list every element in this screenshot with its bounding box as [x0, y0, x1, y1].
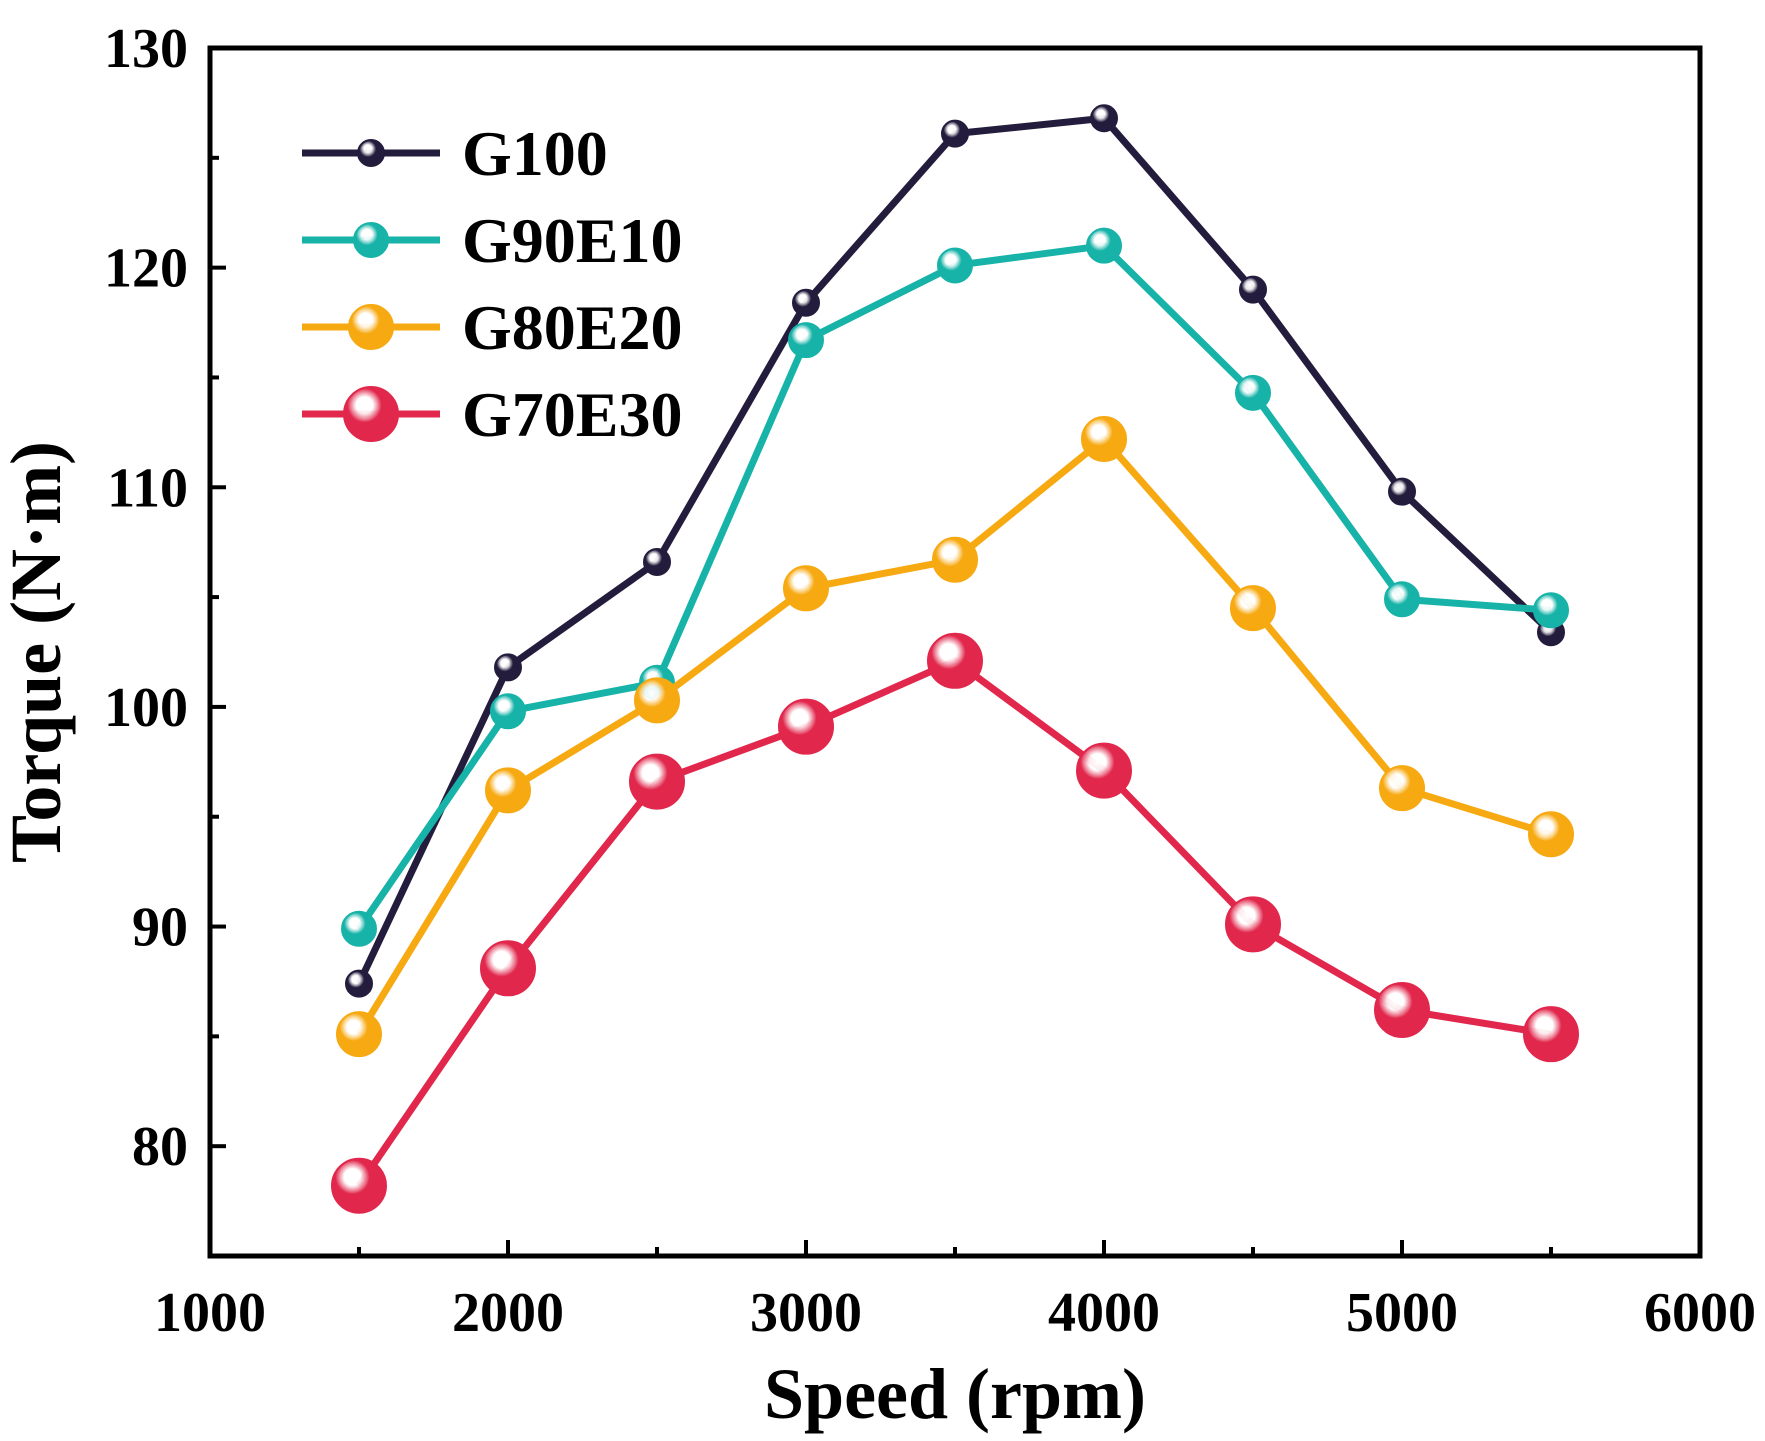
- data-point: [643, 547, 671, 576]
- legend-marker: [357, 139, 385, 167]
- series-layer: [331, 104, 1579, 1214]
- data-point: [1528, 811, 1574, 858]
- legend-item-g90e10: G90E10: [302, 205, 682, 276]
- data-point: [1081, 415, 1127, 462]
- data-point: [1384, 581, 1420, 618]
- legend-item-g80e20: G80E20: [302, 292, 682, 363]
- data-point: [1388, 477, 1416, 506]
- data-point: [778, 698, 834, 755]
- data-point: [336, 1011, 382, 1058]
- series-g80e20: [336, 415, 1574, 1058]
- data-point: [345, 969, 373, 998]
- data-point: [1230, 585, 1276, 632]
- legend-marker: [343, 386, 399, 442]
- legend-label: G70E30: [462, 379, 682, 450]
- data-point: [1239, 275, 1267, 304]
- data-point: [1225, 896, 1281, 953]
- x-axis-ticks: 1000 2000 3000 4000 5000 6000: [154, 1240, 1756, 1344]
- data-point: [1076, 742, 1132, 799]
- y-tick-label: 100: [104, 677, 188, 739]
- data-point: [937, 247, 973, 284]
- y-tick-label: 80: [132, 1116, 188, 1178]
- y-tick-label: 90: [132, 897, 188, 959]
- series-g90e10: [341, 227, 1569, 947]
- x-tick-label: 3000: [750, 1282, 862, 1344]
- x-tick-label: 5000: [1346, 1282, 1458, 1344]
- data-point: [494, 653, 522, 682]
- data-point: [1533, 592, 1569, 629]
- series-line: [356, 435, 1553, 1036]
- legend-item-g70e30: G70E30: [302, 379, 682, 450]
- data-point: [1379, 765, 1425, 812]
- x-tick-label: 6000: [1644, 1282, 1756, 1344]
- y-axis-ticks: 80 90 100 110 120 130: [104, 18, 226, 1178]
- legend-label: G80E20: [462, 292, 682, 363]
- y-tick-label: 130: [104, 18, 188, 80]
- data-point: [331, 1157, 387, 1214]
- data-point: [1086, 227, 1122, 264]
- legend-item-g100: G100: [302, 118, 608, 189]
- y-tick-label: 120: [104, 238, 188, 300]
- data-point: [932, 536, 978, 583]
- data-point: [341, 910, 377, 947]
- data-point: [1235, 374, 1271, 411]
- series-g100: [345, 104, 1565, 998]
- data-point: [634, 677, 680, 724]
- legend-label: G100: [462, 118, 608, 189]
- legend-label: G90E10: [462, 205, 682, 276]
- data-point: [480, 940, 536, 997]
- data-point: [1523, 1006, 1579, 1063]
- data-point: [485, 767, 531, 814]
- legend-marker: [353, 222, 389, 258]
- data-point: [1090, 104, 1118, 133]
- series-line: [356, 657, 1552, 1188]
- series-g70e30: [331, 632, 1579, 1214]
- y-tick-label: 110: [107, 457, 188, 519]
- x-axis-title: Speed (rpm): [764, 1354, 1146, 1434]
- data-point: [490, 693, 526, 730]
- data-point: [927, 632, 983, 689]
- legend: G100 G90E10 G80E20 G70E30: [302, 118, 682, 450]
- x-tick-label: 1000: [154, 1282, 266, 1344]
- data-point: [788, 322, 824, 359]
- data-point: [1374, 982, 1430, 1039]
- data-point: [941, 119, 969, 148]
- x-tick-label: 4000: [1048, 1282, 1160, 1344]
- data-point: [629, 753, 685, 810]
- data-point: [783, 565, 829, 612]
- x-tick-label: 2000: [452, 1282, 564, 1344]
- legend-marker: [348, 304, 394, 350]
- data-point: [792, 288, 820, 317]
- y-axis-title: Torque (N·m): [0, 441, 76, 863]
